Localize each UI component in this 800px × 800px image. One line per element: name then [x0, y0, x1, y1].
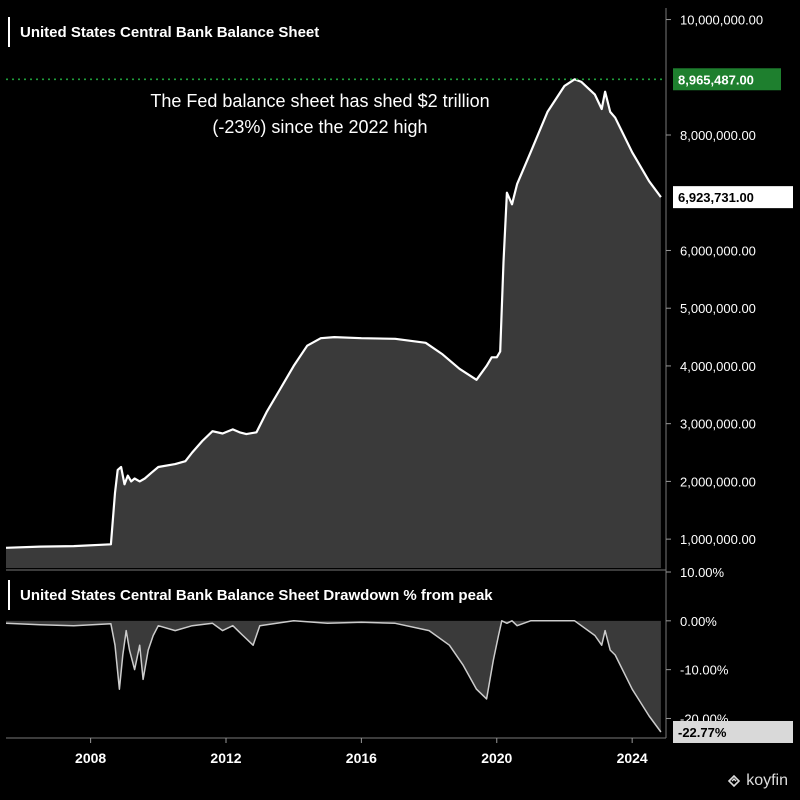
balance-sheet-line — [6, 78, 662, 549]
x-tick-label: 2008 — [75, 750, 106, 766]
x-tick-label: 2016 — [346, 750, 377, 766]
chart-annotation: The Fed balance sheet has shed $2 trilli… — [95, 88, 545, 140]
drawdown-tick-label: 10.00% — [680, 565, 725, 580]
x-tick-label: 2020 — [481, 750, 512, 766]
logo-text: koyfin — [746, 772, 788, 789]
drawdown-line — [6, 620, 662, 733]
annotation-line-2: (-23%) since the 2022 high — [212, 117, 428, 137]
drawdown-tick-label: -10.00% — [680, 663, 729, 678]
y-tick-label: 4,000,000.00 — [680, 359, 756, 374]
drawdown-last-label: -22.77% — [678, 725, 727, 740]
y-tick-label: 8,000,000.00 — [680, 128, 756, 143]
y-tick-label: 1,000,000.00 — [680, 532, 756, 547]
y-tick-label: 6,000,000.00 — [680, 243, 756, 258]
bottom-panel-title: United States Central Bank Balance Sheet… — [8, 580, 493, 610]
drawdown-last-badge — [673, 720, 793, 743]
axes-layer: 1,000,000.00 2,000,000.00 3,000,000.00 4,00… — [6, 8, 793, 766]
top-panel-title: United States Central Bank Balance Sheet — [8, 17, 319, 47]
last-value-label: 6,923,731.00 — [678, 190, 754, 205]
koyfin-logo-icon — [728, 774, 741, 788]
y-tick-label: 3,000,000.00 — [680, 417, 756, 432]
x-tick-label: 2024 — [617, 750, 648, 766]
peak-badge — [673, 68, 781, 91]
x-tick-label: 2012 — [210, 750, 241, 766]
drawdown-plot — [6, 620, 662, 733]
koyfin-logo: koyfin — [726, 772, 788, 790]
peak-value-label: 8,965,487.00 — [678, 72, 754, 87]
y-tick-label: 5,000,000.00 — [680, 301, 756, 316]
y-tick-label: 10,000,000.00 — [680, 13, 763, 28]
last-value-badge — [673, 186, 793, 209]
balance-sheet-plot — [6, 78, 662, 568]
y-tick-label: 2,000,000.00 — [680, 474, 756, 489]
annotation-line-1: The Fed balance sheet has shed $2 trilli… — [150, 91, 490, 111]
drawdown-tick-label: 0.00% — [680, 614, 717, 629]
balance-sheet-area — [6, 79, 661, 568]
drawdown-area — [6, 620, 661, 732]
